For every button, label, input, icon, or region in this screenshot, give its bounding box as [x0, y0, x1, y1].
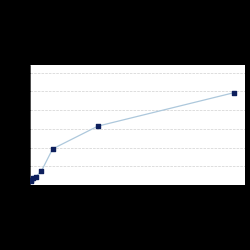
- Point: [96, 124, 100, 128]
- Point: [51, 147, 55, 151]
- Point: [30, 178, 34, 182]
- X-axis label: Human Telomeric Repeat Binding Factor 1
Concentration (ng/ml): Human Telomeric Repeat Binding Factor 1 …: [86, 197, 189, 208]
- Point: [39, 169, 43, 173]
- Point: [31, 176, 35, 180]
- Point: [232, 91, 236, 95]
- Point: [34, 175, 38, 179]
- Point: [29, 179, 33, 183]
- Y-axis label: OD: OD: [8, 120, 13, 130]
